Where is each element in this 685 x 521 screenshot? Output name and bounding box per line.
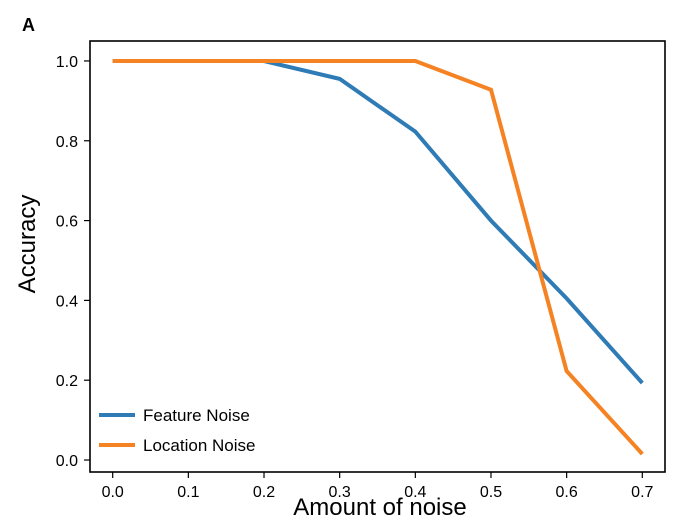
y-tick-label: 0.0 xyxy=(56,453,78,470)
x-axis: 0.0 0.1 0.2 0.3 0.4 0.5 0.6 0.7 xyxy=(102,472,654,501)
series-line-feature-noise xyxy=(112,59,644,385)
plot-frame xyxy=(89,40,666,473)
panel-label: A xyxy=(22,15,35,35)
legend-label-feature-noise: Feature Noise xyxy=(143,406,250,425)
x-tick-label: 0.2 xyxy=(253,484,275,501)
legend-label-location-noise: Location Noise xyxy=(143,436,255,455)
x-tick-label: 0.7 xyxy=(631,484,653,501)
x-axis-title: Amount of noise xyxy=(293,494,466,521)
y-axis-title: Accuracy xyxy=(14,195,41,294)
y-tick-label: 0.4 xyxy=(56,293,78,310)
legend: Feature Noise Location Noise xyxy=(99,406,255,455)
x-tick-label: 0.6 xyxy=(556,484,578,501)
x-tick-label: 0.0 xyxy=(102,484,124,501)
series-line-location-noise xyxy=(112,59,644,456)
series-lines xyxy=(112,59,644,456)
x-tick-label: 0.3 xyxy=(329,484,351,501)
x-tick-label: 0.1 xyxy=(177,484,199,501)
x-tick-label: 0.4 xyxy=(404,484,426,501)
y-tick-label: 0.8 xyxy=(56,134,78,151)
y-axis: 0.0 0.2 0.4 0.6 0.8 1.0 xyxy=(56,54,90,470)
y-tick-label: 0.6 xyxy=(56,214,78,231)
y-tick-label: 0.2 xyxy=(56,373,78,390)
x-tick-label: 0.5 xyxy=(480,484,502,501)
y-tick-label: 1.0 xyxy=(56,54,78,71)
